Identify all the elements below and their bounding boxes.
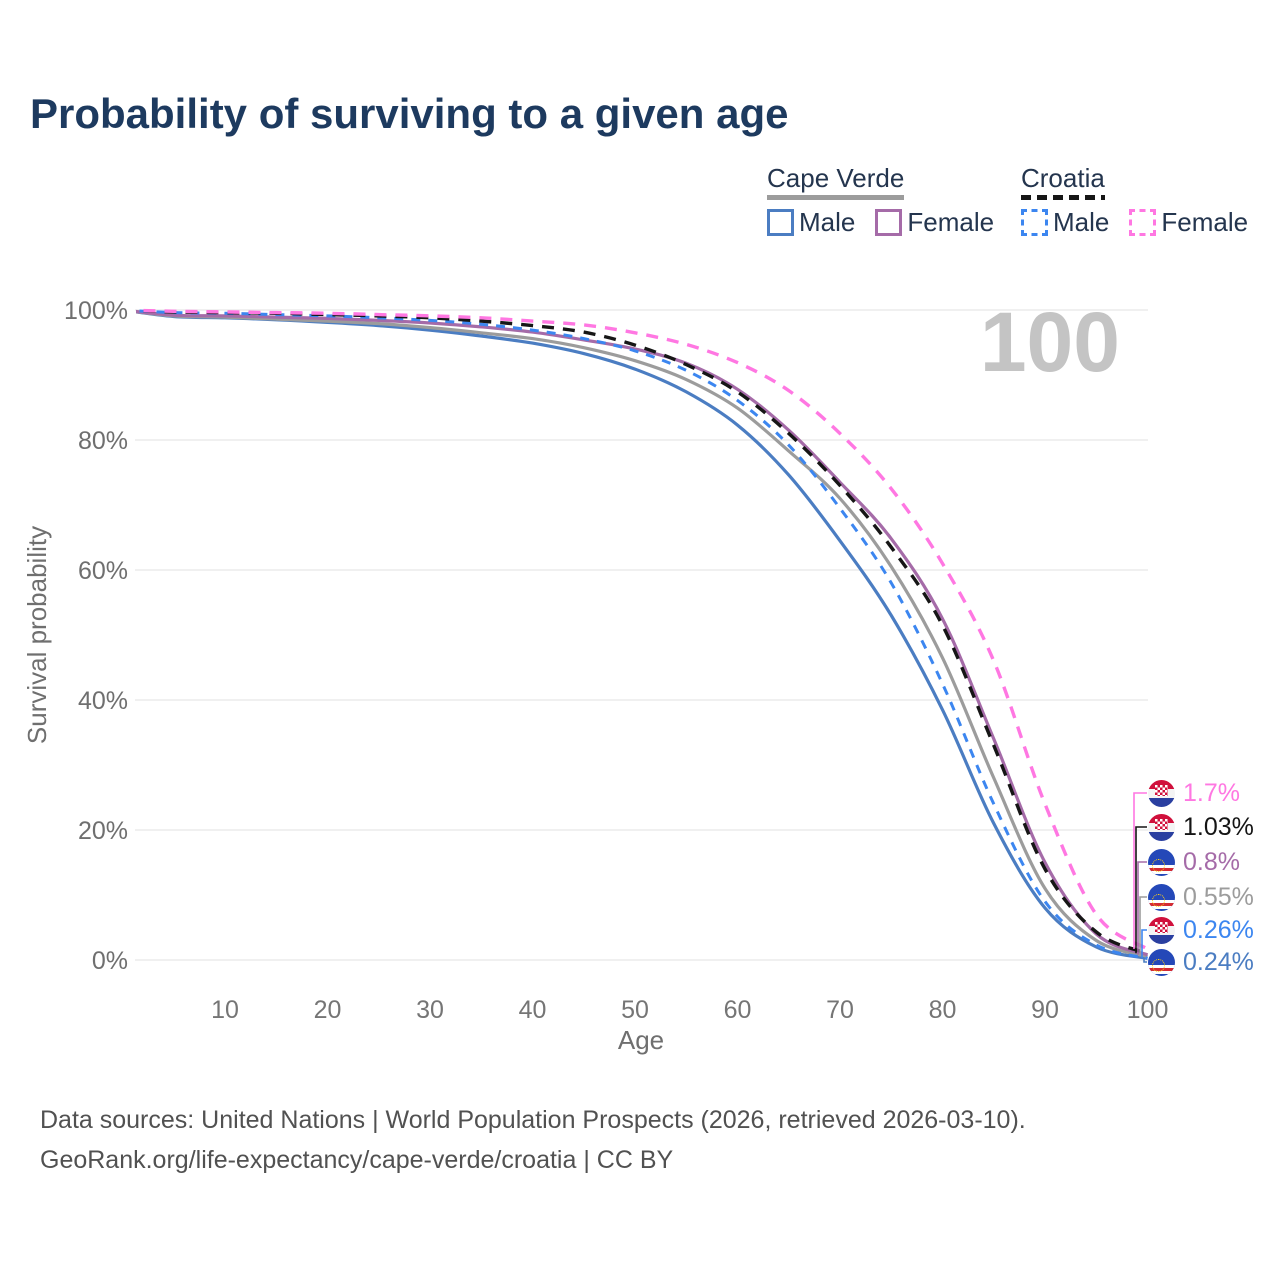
cape-verde-combined-line-swatch: [767, 195, 905, 200]
cape-verde-flag-icon: [1148, 948, 1175, 976]
end-label-cape-verde-male: 0.24%: [1148, 947, 1254, 977]
legend-label-cape-verde-female: Female: [907, 207, 995, 237]
cape-verde-star-ring: [1152, 958, 1165, 972]
legend-label-croatia-female: Female: [1161, 207, 1249, 237]
y-tick-0%: 0%: [92, 947, 128, 975]
leader-cape-verde-male: [1143, 958, 1147, 963]
legend-label-cape-verde-male: Male: [799, 207, 856, 237]
line-croatia-male[interactable]: [123, 309, 1148, 960]
x-tick-80: 80: [929, 996, 957, 1024]
end-label-value-cape-verde-both: 0.55%: [1183, 882, 1254, 911]
x-tick-60: 60: [724, 996, 752, 1024]
leader-croatia-male: [1141, 929, 1147, 959]
x-axis-label: Age: [618, 1025, 664, 1055]
attribution-line: GeoRank.org/life-expectancy/cape-verde/c…: [40, 1146, 674, 1174]
page-title: Probability of surviving to a given age: [30, 90, 789, 137]
end-label-value-croatia-both: 1.03%: [1183, 812, 1254, 841]
legend-label-croatia-male: Male: [1053, 207, 1110, 237]
gridlines: [135, 309, 1148, 961]
end-label-cape-verde-both: 0.55%: [1148, 882, 1254, 912]
line-cape-verde-both[interactable]: [123, 310, 1148, 958]
end-label-croatia-male: 0.26%: [1148, 915, 1254, 945]
cape-verde-female-swatch-icon: [875, 209, 903, 236]
end-label-value-cape-verde-female: 0.8%: [1183, 847, 1240, 876]
y-axis-ticks: 0% 20% 40% 60% 80% 100%: [64, 297, 128, 975]
x-tick-70: 70: [826, 996, 854, 1024]
watermark-age-100: 100: [980, 295, 1120, 389]
croatia-male-swatch-icon: [1021, 209, 1048, 236]
x-tick-10: 10: [211, 996, 239, 1024]
legend-item-croatia-female[interactable]: Female: [1129, 207, 1248, 238]
line-cape-verde-male[interactable]: [123, 310, 1148, 960]
x-tick-90: 90: [1031, 996, 1059, 1024]
series-lines: [123, 308, 1149, 960]
legend-group-label-cape-verde[interactable]: Cape Verde: [767, 163, 905, 193]
line-croatia-female[interactable]: [123, 308, 1149, 951]
end-label-value-cape-verde-male: 0.24%: [1183, 947, 1254, 976]
end-label-croatia-female: 1.7%: [1148, 778, 1240, 808]
x-tick-50: 50: [621, 996, 649, 1024]
x-tick-40: 40: [519, 996, 547, 1024]
end-label-croatia-both: 1.03%: [1148, 812, 1254, 842]
cape-verde-flag-icon: [1148, 883, 1175, 911]
legend-group-cape-verde: Cape Verde Male Female: [767, 163, 994, 238]
legend-group-croatia: Croatia Male Female: [1021, 163, 1248, 238]
leader-cape-verde-both: [1139, 896, 1147, 957]
x-axis-ticks: 10 20 30 40 50 60 70 80 90 100: [211, 996, 1168, 1024]
legend-item-cape-verde-female[interactable]: Female: [875, 207, 994, 238]
end-label-value-croatia-female: 1.7%: [1183, 778, 1240, 807]
leader-croatia-both: [1135, 826, 1147, 954]
croatia-checker-crest: [1155, 784, 1168, 796]
legend-item-croatia-male[interactable]: Male: [1021, 207, 1109, 238]
x-tick-20: 20: [314, 996, 342, 1024]
croatia-flag-icon: [1148, 779, 1175, 807]
y-tick-100%: 100%: [64, 297, 128, 325]
cape-verde-star-ring: [1152, 858, 1165, 872]
end-label-cape-verde-female: 0.8%: [1148, 847, 1240, 877]
end-label-leader-lines: [1133, 792, 1147, 963]
cape-verde-flag-icon: [1148, 848, 1175, 876]
y-tick-80%: 80%: [78, 427, 128, 455]
line-cape-verde-female[interactable]: [123, 309, 1149, 957]
y-tick-60%: 60%: [78, 557, 128, 585]
y-tick-20%: 20%: [78, 817, 128, 845]
leader-cape-verde-female: [1137, 861, 1147, 955]
legend-group-label-croatia[interactable]: Croatia: [1021, 163, 1105, 193]
croatia-combined-line-swatch: [1021, 195, 1105, 200]
croatia-flag-icon: [1148, 916, 1175, 944]
croatia-female-swatch-icon: [1129, 209, 1157, 236]
leader-croatia-female: [1133, 792, 1147, 949]
croatia-checker-crest: [1155, 921, 1168, 933]
line-croatia-both[interactable]: [123, 308, 1149, 955]
croatia-checker-crest: [1155, 818, 1168, 830]
y-tick-40%: 40%: [78, 687, 128, 715]
legend-item-cape-verde-male[interactable]: Male: [767, 207, 855, 238]
cape-verde-male-swatch-icon: [767, 209, 794, 236]
data-sources-line: Data sources: United Nations | World Pop…: [40, 1106, 1026, 1134]
end-label-value-croatia-male: 0.26%: [1183, 915, 1254, 944]
y-axis-label: Survival probability: [22, 526, 52, 744]
x-tick-100: 100: [1127, 996, 1169, 1024]
cape-verde-star-ring: [1152, 893, 1165, 907]
croatia-flag-icon: [1148, 813, 1175, 841]
x-tick-30: 30: [416, 996, 444, 1024]
